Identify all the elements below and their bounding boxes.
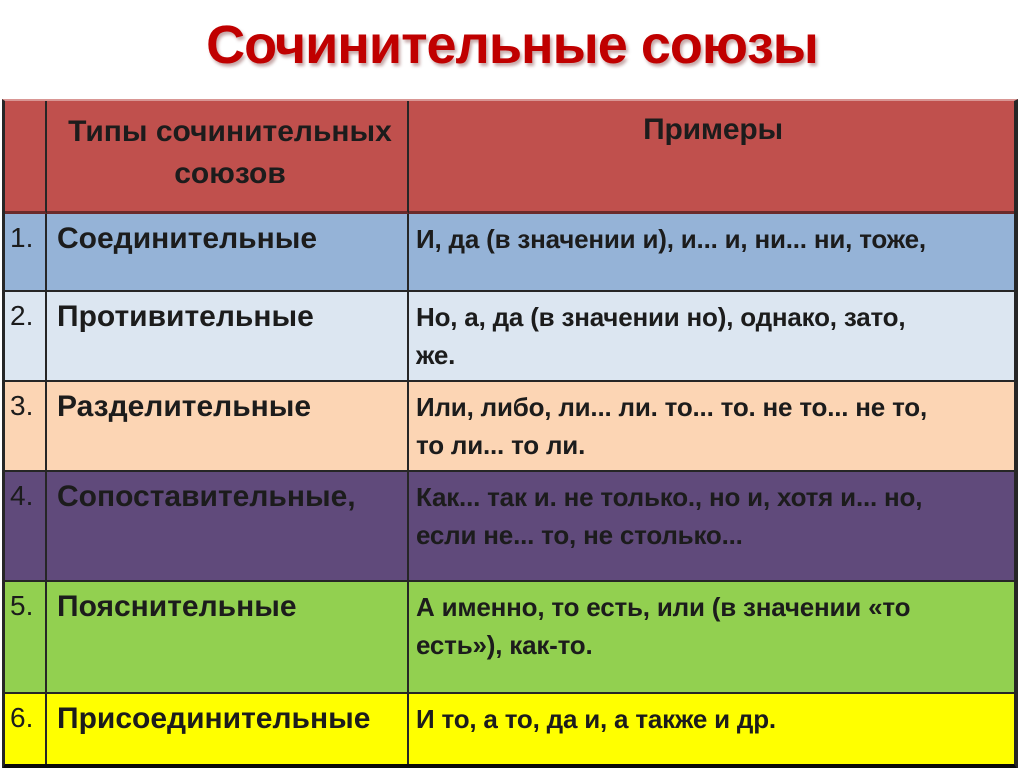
table-row: 2. Противительные Но, а, да (в значении … [5, 292, 1014, 382]
examples-cell: Но, а, да (в значении но), однако, зато,… [409, 292, 1014, 382]
row-number: 4. [5, 472, 47, 582]
examples-cell: А именно, то есть, или (в значении «то е… [409, 582, 1014, 694]
type-cell: Противительные [47, 292, 409, 382]
table-row: 3. Разделительные Или, либо, ли... ли. т… [5, 382, 1014, 472]
page-title: Сочинительные союзы [206, 15, 819, 75]
table-row: 6. Присоединительные И то, а то, да и, а… [5, 694, 1014, 764]
row-number: 2. [5, 292, 47, 382]
type-cell: Разделительные [47, 382, 409, 472]
row-number: 6. [5, 694, 47, 764]
row-number: 3. [5, 382, 47, 472]
type-cell: Сопоставительные, [47, 472, 409, 582]
header-number-cell [5, 101, 47, 214]
header-examples-cell: Примеры [409, 101, 1014, 214]
table-row: 4. Сопоставительные, Как... так и. не то… [5, 472, 1014, 582]
examples-cell: И то, а то, да и, а также и др. [416, 704, 776, 734]
examples-cell: Или, либо, ли... ли. то... то. не то... … [409, 382, 1014, 472]
row-number: 5. [5, 582, 47, 694]
type-cell: Пояснительные [47, 582, 409, 694]
header-types-cell: Типы сочинительных союзов [47, 101, 409, 214]
type-cell: Присоединительные [47, 694, 409, 764]
table-row: 1. Соединительные И, да (в значении и), … [5, 214, 1014, 292]
examples-cell: И, да (в значении и), и... и, ни... ни, … [409, 214, 1014, 292]
conjunctions-table: Типы сочинительных союзов Примеры 1. Сое… [2, 99, 1018, 768]
table-header-row: Типы сочинительных союзов Примеры [5, 101, 1014, 214]
examples-cell: Как... так и. не только., но и, хотя и..… [409, 472, 1014, 582]
table-row: 5. Пояснительные А именно, то есть, или … [5, 582, 1014, 694]
type-cell: Соединительные [47, 214, 409, 292]
row-number: 1. [5, 214, 47, 292]
